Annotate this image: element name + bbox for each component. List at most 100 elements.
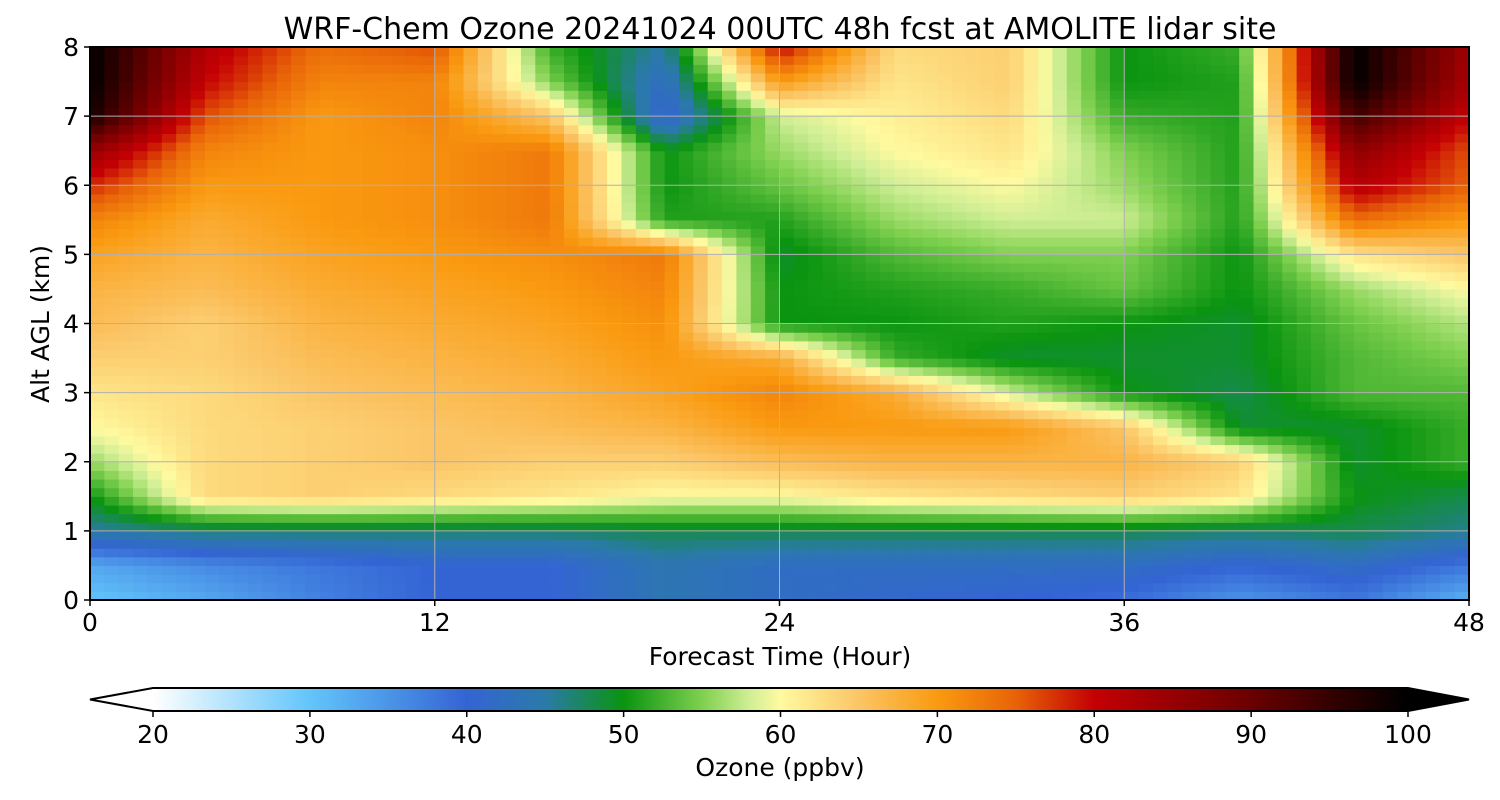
heatmap-cell xyxy=(607,72,623,83)
heatmap-cell xyxy=(635,409,651,420)
heatmap-cell xyxy=(420,574,436,584)
heatmap-cell xyxy=(1138,392,1154,402)
heatmap-cell xyxy=(1009,461,1025,471)
heatmap-cell xyxy=(204,288,220,299)
heatmap-cell xyxy=(865,142,881,152)
heatmap-cell xyxy=(650,418,666,428)
heatmap-cell xyxy=(90,444,105,454)
heatmap-cell xyxy=(621,193,637,204)
heatmap-cell xyxy=(391,427,407,437)
heatmap-cell xyxy=(966,288,982,299)
heatmap-cell xyxy=(880,142,896,152)
heatmap-cell xyxy=(592,280,608,290)
heatmap-cell xyxy=(362,237,378,247)
heatmap-cell xyxy=(578,479,594,489)
heatmap-cell xyxy=(779,401,795,411)
heatmap-cell xyxy=(1124,124,1140,135)
heatmap-cell xyxy=(994,487,1010,497)
heatmap-cell xyxy=(908,185,924,195)
heatmap-cell xyxy=(305,513,321,523)
heatmap-cell xyxy=(1052,159,1068,169)
heatmap-cell xyxy=(994,133,1010,143)
heatmap-cell xyxy=(334,418,350,428)
heatmap-cell xyxy=(477,288,493,299)
heatmap-cell xyxy=(449,72,465,83)
heatmap-cell xyxy=(1023,228,1039,238)
heatmap-cell xyxy=(549,90,565,100)
heatmap-cell xyxy=(980,228,996,238)
heatmap-cell xyxy=(1009,392,1025,402)
heatmap-cell xyxy=(578,366,594,376)
heatmap-cell xyxy=(836,539,852,549)
heatmap-cell xyxy=(966,124,982,135)
heatmap-cell xyxy=(262,582,278,592)
heatmap-cell xyxy=(808,176,824,186)
heatmap-cell xyxy=(190,185,206,195)
heatmap-cell xyxy=(233,176,249,186)
heatmap-cell xyxy=(937,496,953,506)
heatmap-cell xyxy=(161,237,177,247)
heatmap-cell xyxy=(1196,314,1212,325)
heatmap-cell xyxy=(693,591,709,600)
heatmap-cell xyxy=(994,228,1010,238)
heatmap-cell xyxy=(808,81,824,91)
heatmap-cell xyxy=(549,185,565,195)
heatmap-cell xyxy=(377,548,393,558)
heatmap-cell xyxy=(592,159,608,169)
heatmap-cell xyxy=(808,591,824,600)
heatmap-cell xyxy=(377,504,393,515)
heatmap-cell xyxy=(908,297,924,307)
heatmap-cell xyxy=(434,556,450,567)
heatmap-cell xyxy=(750,375,766,385)
heatmap-cell xyxy=(808,470,824,480)
heatmap-cell xyxy=(894,366,910,376)
heatmap-cell xyxy=(1038,142,1054,152)
heatmap-cell xyxy=(951,142,967,152)
heatmap-cell xyxy=(348,522,364,532)
heatmap-cell xyxy=(937,548,953,558)
heatmap-cell xyxy=(980,193,996,204)
heatmap-cell xyxy=(1038,358,1054,368)
heatmap-cell xyxy=(233,453,249,463)
heatmap-cell xyxy=(966,72,982,83)
heatmap-cell xyxy=(937,418,953,428)
heatmap-cell xyxy=(1038,306,1054,316)
heatmap-cell xyxy=(133,306,149,316)
heatmap-cell xyxy=(1181,90,1197,100)
heatmap-cell xyxy=(937,487,953,497)
heatmap-cell xyxy=(822,254,838,264)
heatmap-cell xyxy=(90,487,105,497)
heatmap-cell xyxy=(104,530,120,541)
heatmap-cell xyxy=(449,366,465,376)
heatmap-cell xyxy=(319,314,335,325)
heatmap-cell xyxy=(607,487,623,497)
heatmap-cell xyxy=(621,461,637,471)
heatmap-cell xyxy=(908,522,924,532)
heatmap-cell xyxy=(1138,297,1154,307)
heatmap-cell xyxy=(104,470,120,480)
heatmap-cell xyxy=(420,409,436,420)
heatmap-cell xyxy=(420,202,436,212)
heatmap-cell xyxy=(190,574,206,584)
heatmap-cell xyxy=(851,263,867,273)
heatmap-cell xyxy=(161,211,177,221)
heatmap-cell xyxy=(262,383,278,394)
heatmap-cell xyxy=(463,513,479,523)
heatmap-cell xyxy=(434,504,450,515)
heatmap-cell xyxy=(1167,349,1183,359)
heatmap-cell xyxy=(693,254,709,264)
heatmap-cell xyxy=(535,539,551,549)
heatmap-cell xyxy=(90,582,105,592)
heatmap-cell xyxy=(851,409,867,420)
heatmap-cell xyxy=(463,211,479,221)
heatmap-cell xyxy=(506,202,522,212)
heatmap-cell xyxy=(1095,435,1111,446)
heatmap-cell xyxy=(650,176,666,186)
heatmap-cell xyxy=(348,375,364,385)
heatmap-cell xyxy=(1196,444,1212,454)
heatmap-cell xyxy=(334,72,350,83)
heatmap-cell xyxy=(248,193,263,204)
heatmap-cell xyxy=(1038,332,1054,342)
heatmap-cell xyxy=(1167,461,1183,471)
heatmap-cell xyxy=(1152,55,1168,65)
